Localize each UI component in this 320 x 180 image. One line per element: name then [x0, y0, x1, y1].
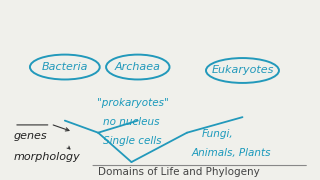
Text: Archaea: Archaea — [115, 62, 161, 72]
Text: Bacteria: Bacteria — [42, 62, 88, 72]
Text: "prokaryotes": "prokaryotes" — [97, 98, 168, 108]
Text: Domains of Life and Phylogeny: Domains of Life and Phylogeny — [98, 167, 260, 177]
Text: Animals, Plants: Animals, Plants — [192, 148, 271, 158]
Text: genes: genes — [14, 131, 48, 141]
Ellipse shape — [106, 55, 170, 80]
Text: Fungi,: Fungi, — [201, 129, 233, 139]
Text: no nucleus: no nucleus — [103, 117, 159, 127]
Text: Single cells: Single cells — [103, 136, 161, 146]
Text: Eukaryotes: Eukaryotes — [211, 66, 274, 75]
Ellipse shape — [30, 55, 100, 80]
Ellipse shape — [206, 58, 279, 83]
Text: morphology: morphology — [14, 152, 81, 162]
